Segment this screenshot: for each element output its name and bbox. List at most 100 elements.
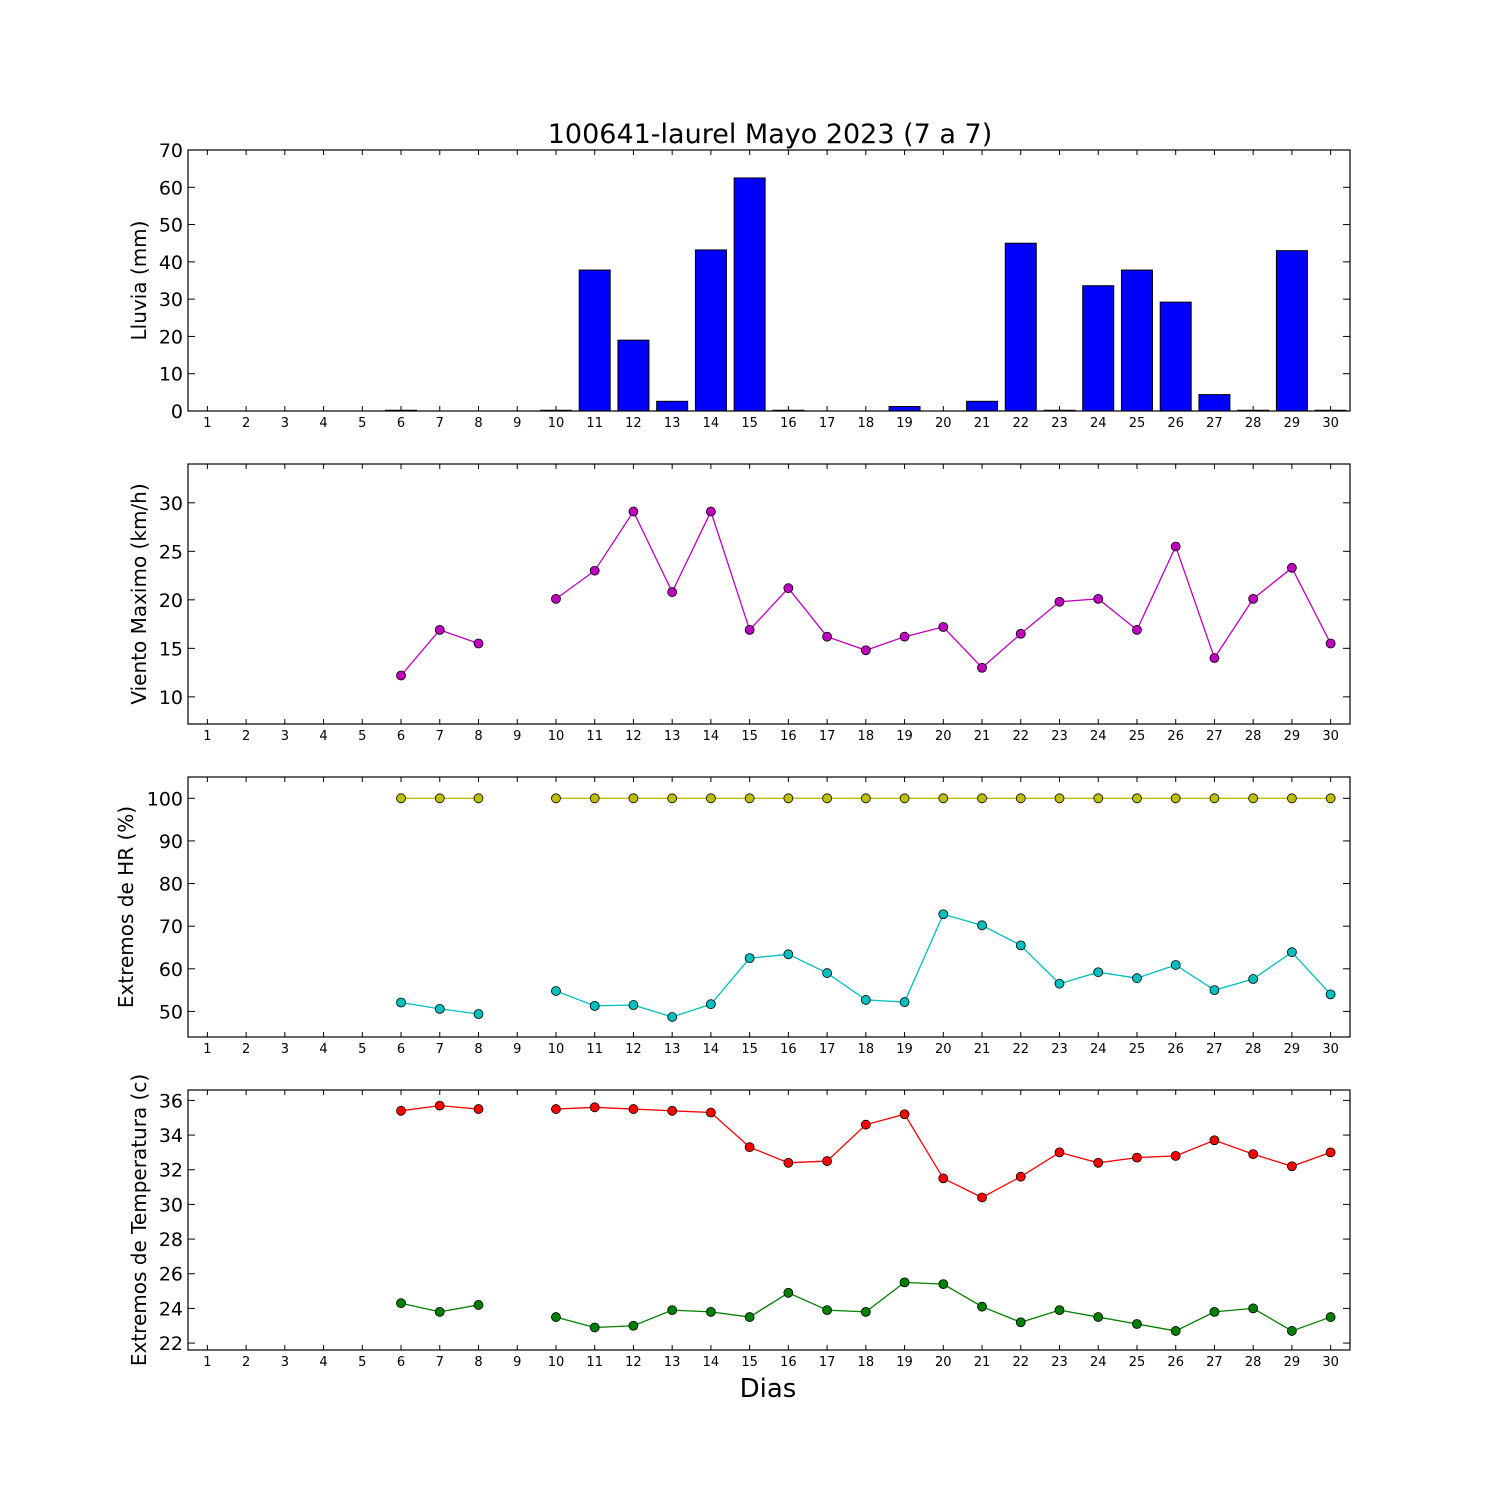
hr-series-1-point [396, 997, 406, 1008]
viento-series-0-point [1325, 638, 1336, 649]
hr-xtick-label: 20 [935, 1042, 952, 1057]
hr-series-1-point [860, 995, 871, 1005]
viento-xtick-label: 2 [242, 729, 250, 744]
temp-xtick-label: 14 [703, 1355, 720, 1370]
hr-xtick-label: 15 [741, 1042, 758, 1057]
viento-xtick-label: 20 [935, 729, 952, 744]
lluvia-plot-frame [187, 149, 1351, 412]
temp-xtick-label: 19 [896, 1355, 913, 1370]
hr-ytick-label: 70 [159, 916, 183, 938]
lluvia-xtick-label: 21 [974, 416, 991, 431]
temp-series-0-point [938, 1173, 949, 1184]
hr-xtick-label: 2 [242, 1042, 250, 1057]
viento-xtick-label: 30 [1322, 729, 1339, 744]
temp-series-0-point [783, 1157, 794, 1168]
hr-series-1-point [706, 999, 716, 1010]
lluvia-xtick-label: 3 [281, 416, 289, 431]
temp-series-0-point [1248, 1149, 1259, 1160]
temp-series-1-point [706, 1306, 716, 1317]
viento-xtick-label: 18 [858, 729, 875, 744]
lluvia-xtick-label: 25 [1129, 416, 1146, 431]
temp-xtick-label: 6 [397, 1355, 405, 1370]
lluvia-xtick-label: 14 [703, 416, 720, 431]
lluvia-ytick-label: 70 [159, 140, 183, 162]
viento-xtick-label: 19 [896, 729, 913, 744]
temp-series-1-point [396, 1298, 406, 1309]
temp-series-1-point [1015, 1317, 1026, 1328]
temp-series-0-point [744, 1142, 755, 1153]
hr-xtick-label: 22 [1012, 1042, 1029, 1057]
viento-series-0-point [899, 631, 910, 642]
lluvia-xtick-label: 1 [203, 416, 211, 431]
temp-series-0-point [396, 1105, 406, 1116]
hr-xtick-label: 12 [625, 1042, 642, 1057]
hr-series-0-point [977, 793, 987, 804]
lluvia-ytick-label: 30 [159, 289, 183, 311]
temp-xtick-label: 17 [819, 1355, 836, 1370]
temp-series-1-point [1054, 1305, 1065, 1316]
viento-xtick-label: 22 [1012, 729, 1029, 744]
viento-xtick-label: 25 [1129, 729, 1146, 744]
hr-series-0-point [667, 793, 678, 804]
viento-series-0-point [783, 583, 794, 594]
hr-xtick-label: 1 [203, 1042, 211, 1057]
temp-series-1-point [1170, 1326, 1181, 1336]
temp-ytick-label: 34 [159, 1125, 183, 1147]
viento-series-0-point [473, 638, 484, 649]
temp-series-0-point [1287, 1161, 1297, 1172]
temp-panel: Extremos de Temperatura (c) 2224262830323… [127, 1074, 1351, 1370]
temp-series-0-point [1209, 1135, 1220, 1146]
viento-xtick-label: 21 [974, 729, 991, 744]
temp-series-1-point [783, 1287, 794, 1298]
hr-xtick-label: 14 [703, 1042, 720, 1057]
temp-xtick-label: 26 [1167, 1355, 1184, 1370]
viento-xtick-label: 23 [1051, 729, 1068, 744]
lluvia-bar [1159, 301, 1192, 412]
hr-series-1-point [1015, 940, 1026, 951]
hr-xtick-label: 17 [819, 1042, 836, 1057]
viento-xtick-label: 27 [1206, 729, 1223, 744]
temp-series-1-point [899, 1277, 910, 1288]
hr-series-1-point [473, 1009, 484, 1019]
temp-xtick-label: 4 [319, 1355, 327, 1370]
lluvia-ytick-label: 60 [159, 177, 183, 199]
hr-xtick-label: 18 [858, 1042, 875, 1057]
viento-series-0-point [434, 624, 445, 635]
lluvia-xtick-label: 2 [242, 416, 250, 431]
lluvia-xtick-label: 7 [436, 416, 444, 431]
temp-xtick-label: 13 [664, 1355, 681, 1370]
temp-series-1-point [667, 1305, 678, 1316]
viento-xtick-label: 13 [664, 729, 681, 744]
hr-xtick-label: 16 [780, 1042, 797, 1057]
hr-series-1-point [822, 968, 832, 978]
viento-xtick-label: 29 [1284, 729, 1301, 744]
viento-xtick-label: 28 [1245, 729, 1262, 744]
lluvia-bar [966, 400, 999, 412]
temp-xtick-label: 18 [858, 1355, 875, 1370]
lluvia-xtick-label: 16 [780, 416, 797, 431]
temp-series-0-point [667, 1105, 678, 1116]
hr-xtick-label: 9 [513, 1042, 521, 1057]
hr-xtick-label: 5 [358, 1042, 366, 1057]
hr-series-0-point [1170, 793, 1181, 804]
viento-xtick-label: 8 [474, 729, 482, 744]
lluvia-xtick-label: 15 [741, 416, 758, 431]
viento-xtick-label: 6 [397, 729, 405, 744]
hr-series-0-point [1015, 793, 1026, 804]
temp-xtick-label: 1 [203, 1355, 211, 1370]
lluvia-bar [578, 269, 611, 412]
lluvia-xtick-label: 19 [896, 416, 913, 431]
temp-xtick-label: 24 [1090, 1355, 1107, 1370]
temp-xtick-label: 9 [513, 1355, 521, 1370]
temp-series-1-point [551, 1312, 561, 1322]
hr-series-0-point [822, 793, 832, 804]
lluvia-bar [1082, 285, 1115, 412]
hr-xtick-label: 29 [1284, 1042, 1301, 1057]
lluvia-bar [1004, 242, 1037, 412]
lluvia-bar [694, 249, 727, 412]
hr-plot-frame [187, 776, 1351, 1038]
hr-xtick-label: 19 [896, 1042, 913, 1057]
hr-series-0-point [1325, 793, 1336, 804]
